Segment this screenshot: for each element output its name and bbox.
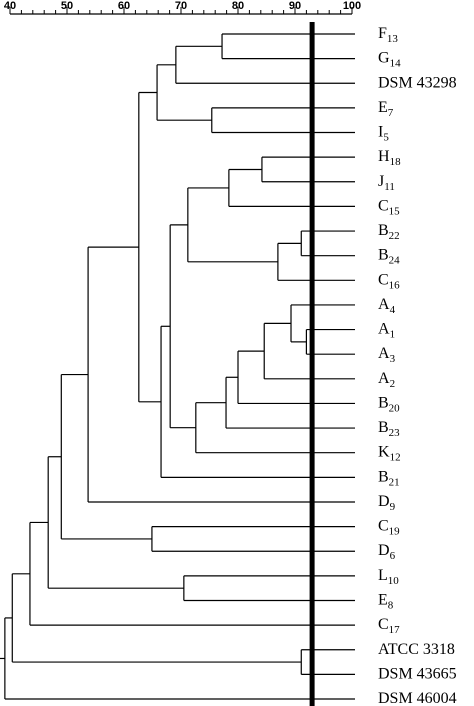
leaf-subscript: 16 (389, 279, 401, 291)
leaf-label: ATCC 3318 (378, 640, 455, 657)
leaf-subscript: 11 (384, 180, 395, 192)
leaf-name: E (378, 99, 388, 116)
leaf-label: DSM 46004 (378, 690, 457, 706)
leaf-subscript: 10 (388, 574, 400, 586)
leaf-name: ATCC 3318 (378, 640, 455, 657)
leaf-subscript: 8 (388, 599, 394, 611)
leaf-label: A3 (378, 345, 396, 365)
leaf-label: B24 (378, 246, 400, 266)
leaf-subscript: 23 (389, 427, 401, 439)
leaf-subscript: 24 (389, 254, 401, 266)
leaf-name: C (378, 517, 389, 534)
leaf-subscript: 21 (389, 476, 400, 488)
leaf-label: A4 (378, 296, 396, 316)
x-tick-label: 40 (4, 0, 16, 12)
leaf-subscript: 2 (390, 377, 396, 389)
leaf-label: J11 (378, 172, 395, 192)
leaf-label: C19 (378, 517, 400, 537)
leaf-label: B20 (378, 394, 400, 414)
leaf-name: J (378, 172, 384, 189)
leaf-name: C (378, 271, 389, 288)
x-tick-label: 100 (343, 0, 361, 12)
leaf-subscript: 18 (390, 156, 402, 168)
leaf-label: DSM 43298 (378, 74, 457, 91)
leaf-label: E7 (378, 99, 394, 119)
leaf-name: E (378, 591, 388, 608)
leaf-label: B23 (378, 419, 400, 439)
leaf-label: H18 (378, 148, 401, 168)
leaf-subscript: 20 (389, 402, 401, 414)
leaf-name: B (378, 394, 389, 411)
leaf-name: F (378, 25, 387, 42)
leaf-subscript: 13 (387, 33, 399, 45)
leaf-label: G14 (378, 49, 401, 69)
leaf-label: L10 (378, 567, 399, 587)
leaf-name: K (378, 443, 390, 460)
leaf-subscript: 5 (383, 131, 389, 143)
leaf-label: A1 (378, 320, 395, 340)
leaf-label: B21 (378, 468, 400, 488)
leaf-subscript: 6 (390, 550, 396, 562)
leaf-subscript: 15 (389, 205, 401, 217)
leaf-label: C15 (378, 197, 400, 217)
leaf-subscript: 7 (388, 106, 394, 118)
leaf-name: DSM 46004 (378, 690, 457, 706)
leaf-label: I5 (378, 123, 389, 143)
leaf-subscript: 4 (390, 303, 396, 315)
x-tick-label: 60 (118, 0, 130, 12)
x-tick-label: 90 (289, 0, 301, 12)
leaf-subscript: 3 (390, 353, 396, 365)
leaf-name: D (378, 542, 390, 559)
x-tick-label: 50 (61, 0, 73, 12)
x-tick-label: 70 (175, 0, 187, 12)
leaf-name: C (378, 197, 389, 214)
leaf-subscript: 9 (390, 501, 396, 513)
leaf-label: D6 (378, 542, 396, 562)
leaf-name: H (378, 148, 390, 165)
leaf-name: D (378, 493, 390, 510)
leaf-name: C (378, 616, 389, 633)
leaf-label: C16 (378, 271, 400, 291)
leaf-name: A (378, 345, 390, 362)
x-tick-label: 80 (232, 0, 244, 12)
leaf-name: B (378, 222, 389, 239)
leaf-name: B (378, 468, 389, 485)
leaf-name: DSM 43298 (378, 74, 457, 91)
leaf-name: A (378, 369, 390, 386)
leaf-name: G (378, 49, 390, 66)
leaf-label: C17 (378, 616, 400, 636)
leaf-name: B (378, 246, 389, 263)
leaf-subscript: 17 (389, 624, 401, 636)
leaf-label: A2 (378, 369, 395, 389)
leaf-name: A (378, 320, 390, 337)
leaf-subscript: 14 (390, 57, 402, 69)
leaf-label: DSM 43665 (378, 665, 457, 682)
leaf-name: I (378, 123, 383, 140)
leaf-name: B (378, 419, 389, 436)
leaf-subscript: 12 (390, 451, 401, 463)
leaf-label: D9 (378, 493, 396, 513)
leaf-name: DSM 43665 (378, 665, 457, 682)
leaf-label: B22 (378, 222, 400, 242)
leaf-subscript: 19 (389, 525, 401, 537)
leaf-label: K12 (378, 443, 401, 463)
leaf-name: L (378, 567, 388, 584)
leaf-label: F13 (378, 25, 398, 45)
leaf-subscript: 1 (390, 328, 396, 340)
leaf-name: A (378, 296, 390, 313)
leaf-subscript: 22 (389, 230, 400, 242)
leaf-label: E8 (378, 591, 394, 611)
